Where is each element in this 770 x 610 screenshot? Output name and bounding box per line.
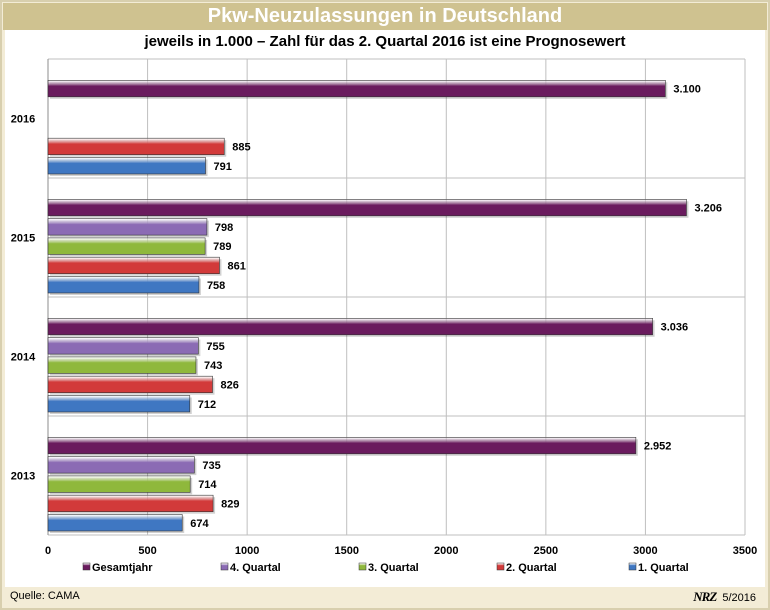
legend-swatch [220, 562, 229, 571]
bar [47, 337, 199, 355]
credit-date: 5/2016 [722, 592, 756, 604]
legend-swatch [628, 562, 637, 571]
data-label: 789 [213, 241, 231, 253]
data-label: 735 [202, 460, 220, 472]
data-label: 714 [198, 479, 217, 491]
bar [47, 276, 200, 294]
chart-subtitle: jeweils in 1.000 – Zahl für das 2. Quart… [144, 33, 626, 50]
credit: NRZ 5/2016 [693, 589, 756, 605]
x-tick-label: 500 [138, 545, 156, 557]
bar [47, 475, 191, 493]
bar [47, 494, 214, 513]
data-label: 3.100 [673, 84, 701, 96]
nrz-logo: NRZ [693, 589, 717, 604]
legend-label: 2. Quartal [506, 562, 557, 574]
data-label: 3.036 [661, 322, 689, 334]
legend-label: Gesamtjahr [92, 562, 153, 574]
data-label: 3.206 [694, 203, 722, 215]
legend-label: 1. Quartal [638, 562, 689, 574]
source-note: Quelle: CAMA [10, 590, 80, 602]
chart-panel [5, 30, 765, 587]
x-tick-label: 3000 [633, 545, 657, 557]
data-label: 861 [227, 260, 245, 272]
legend-swatch [82, 562, 91, 571]
bar [47, 356, 197, 374]
legend-label: 3. Quartal [368, 562, 419, 574]
bar [47, 317, 653, 336]
data-label: 755 [206, 341, 224, 353]
x-tick-label: 2000 [434, 545, 458, 557]
data-label: 758 [207, 280, 225, 292]
data-label: 674 [190, 518, 209, 530]
title-band [3, 3, 767, 30]
y-category-label: 2014 [11, 352, 36, 364]
chart-title: Pkw-Neuzulassungen in Deutschland [207, 5, 563, 27]
x-tick-label: 1500 [334, 545, 358, 557]
y-category-label: 2015 [11, 233, 35, 245]
x-tick-label: 2500 [534, 545, 558, 557]
x-tick-label: 1000 [235, 545, 259, 557]
bar [47, 199, 687, 217]
y-category-label: 2013 [11, 471, 35, 483]
data-label: 826 [220, 379, 238, 391]
bar [47, 514, 183, 532]
bar [47, 137, 225, 155]
y-category-label: 2016 [11, 114, 35, 126]
bar [47, 395, 191, 413]
bar [47, 218, 208, 236]
x-tick-label: 0 [45, 545, 51, 557]
x-tick-label: 3500 [733, 545, 757, 557]
data-label: 2.952 [644, 441, 672, 453]
bar [47, 157, 206, 175]
bar [47, 256, 220, 275]
bar [47, 237, 206, 255]
data-label: 712 [198, 399, 216, 411]
data-label: 743 [204, 360, 222, 372]
data-label: 798 [215, 222, 233, 234]
bar [47, 436, 637, 455]
legend-swatch [358, 562, 367, 571]
data-label: 791 [214, 161, 232, 173]
bar [47, 456, 195, 474]
legend-label: 4. Quartal [230, 562, 281, 574]
bar [47, 375, 213, 394]
data-label: 885 [232, 141, 250, 153]
legend-swatch [496, 562, 505, 571]
bar [47, 80, 666, 98]
data-label: 829 [221, 498, 239, 510]
